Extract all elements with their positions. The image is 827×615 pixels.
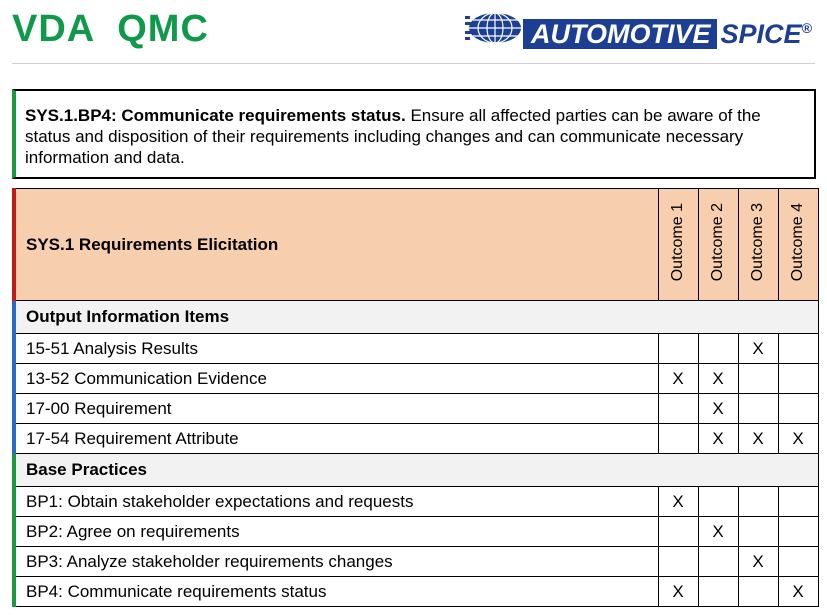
outcome-mark: X: [657, 486, 699, 517]
aspice-wordmark: AUTOMOTIVE SPICE®: [523, 13, 812, 49]
outcome-mark: X: [697, 516, 739, 547]
row-label: BP1: Obtain stakeholder expectations and…: [12, 486, 659, 517]
registered-mark: ®: [801, 20, 812, 36]
outcome-mark: [657, 393, 699, 424]
base-practice-text: Ensure all affected parties can be aware…: [25, 106, 761, 167]
outcome-mark: X: [777, 423, 819, 454]
base-practice-title: SYS.1.BP4: Communicate requirements stat…: [25, 106, 406, 125]
outcome-mark: [697, 486, 739, 517]
header-divider: [12, 63, 815, 64]
vda-logo-text: VDA: [12, 8, 96, 50]
table-row: BP1: Obtain stakeholder expectations and…: [12, 486, 819, 517]
base-practice-box: SYS.1.BP4: Communicate requirements stat…: [12, 89, 816, 179]
outcome-mark: [777, 546, 819, 577]
outcome-mark: [777, 393, 819, 424]
table-row: 17-54 Requirement Attribute X X X: [12, 423, 819, 454]
section-title: Output Information Items: [12, 300, 819, 334]
aspice-logo-automotive: AUTOMOTIVE: [523, 19, 717, 49]
table-row: 17-00 Requirement X: [12, 393, 819, 424]
row-label: 13-52 Communication Evidence: [12, 363, 659, 394]
outcome-mark: [777, 333, 819, 364]
outcome-mark: [657, 423, 699, 454]
outcome-header: Outcome 3: [737, 188, 779, 301]
row-label: BP3: Analyze stakeholder requirements ch…: [12, 546, 659, 577]
row-label: 17-00 Requirement: [12, 393, 659, 424]
outcome-mark: X: [777, 576, 819, 607]
table-row: BP3: Analyze stakeholder requirements ch…: [12, 546, 819, 577]
globe-icon: [465, 12, 521, 44]
outcome-mark: X: [697, 393, 739, 424]
table-row: 15-51 Analysis Results X: [12, 333, 819, 364]
section-title: Base Practices: [12, 453, 819, 487]
table-row: BP2: Agree on requirements X: [12, 516, 819, 547]
outcome-mark: [737, 363, 779, 394]
outcome-mark: X: [697, 363, 739, 394]
outcome-mark: [737, 393, 779, 424]
outcome-mark: [697, 333, 739, 364]
outcome-mark: [777, 363, 819, 394]
outcome-header: Outcome 2: [697, 188, 739, 301]
outcome-mark: [737, 486, 779, 517]
table-row: 13-52 Communication Evidence X X: [12, 363, 819, 394]
aspice-logo-spice: SPICE: [720, 19, 802, 49]
qmc-logo-text: QMC: [117, 8, 209, 50]
automotive-spice-logo: AUTOMOTIVE SPICE®: [465, 12, 817, 49]
outcome-mark: X: [737, 333, 779, 364]
outcome-mark: X: [737, 423, 779, 454]
traceability-table: SYS.1 Requirements Elicitation Outcome 1…: [12, 188, 819, 607]
outcome-label: Outcome 4: [789, 202, 806, 282]
vda-qmc-logo: VDA QMC: [12, 8, 209, 51]
outcome-mark: X: [657, 363, 699, 394]
outcome-label: Outcome 1: [669, 202, 686, 282]
row-label: 17-54 Requirement Attribute: [12, 423, 659, 454]
outcome-mark: [657, 333, 699, 364]
section-header-row: Output Information Items: [12, 300, 819, 334]
outcome-mark: X: [657, 576, 699, 607]
outcome-mark: [657, 546, 699, 577]
process-title: SYS.1 Requirements Elicitation: [12, 188, 659, 301]
row-label: 15-51 Analysis Results: [12, 333, 659, 364]
outcome-mark: [777, 486, 819, 517]
page-header: VDA QMC AUTOMOTIVE SPICE®: [0, 0, 827, 64]
outcome-header: Outcome 4: [777, 188, 819, 301]
outcome-mark: [657, 516, 699, 547]
table-header-row: SYS.1 Requirements Elicitation Outcome 1…: [12, 188, 819, 301]
outcome-label: Outcome 3: [749, 202, 766, 282]
outcome-mark: X: [697, 423, 739, 454]
outcome-mark: [697, 546, 739, 577]
outcome-mark: X: [737, 546, 779, 577]
outcome-mark: [777, 516, 819, 547]
outcome-mark: [737, 516, 779, 547]
outcome-mark: [737, 576, 779, 607]
outcome-mark: [697, 576, 739, 607]
outcome-label: Outcome 2: [709, 202, 726, 282]
section-header-row: Base Practices: [12, 453, 819, 487]
table-row: BP4: Communicate requirements status X X: [12, 576, 819, 607]
row-label: BP2: Agree on requirements: [12, 516, 659, 547]
outcome-header: Outcome 1: [657, 188, 699, 301]
row-label: BP4: Communicate requirements status: [12, 576, 659, 607]
